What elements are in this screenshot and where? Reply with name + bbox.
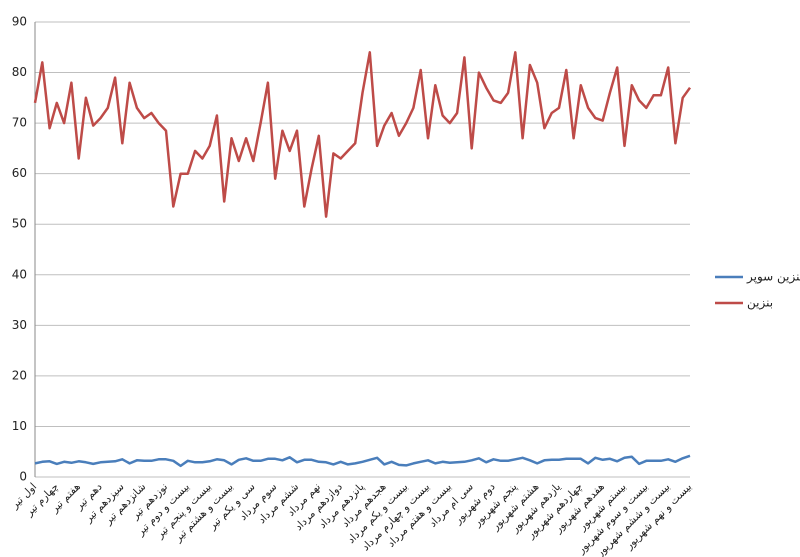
y-tick-label: 70	[12, 116, 27, 130]
legend-label: بنزین	[747, 296, 773, 311]
y-tick-label: 80	[12, 65, 27, 79]
y-tick-label: 30	[12, 318, 27, 332]
legend-label: بنزین سوپر	[746, 270, 800, 285]
series-line	[34, 454, 691, 468]
series-line	[33, 51, 692, 218]
y-tick-label: 0	[19, 470, 27, 484]
y-tick-label: 40	[12, 267, 27, 281]
y-tick-label: 60	[12, 166, 27, 180]
y-tick-label: 50	[12, 217, 27, 231]
y-tick-label: 90	[12, 15, 27, 29]
y-tick-label: 10	[12, 419, 27, 433]
y-tick-label: 20	[12, 368, 27, 382]
